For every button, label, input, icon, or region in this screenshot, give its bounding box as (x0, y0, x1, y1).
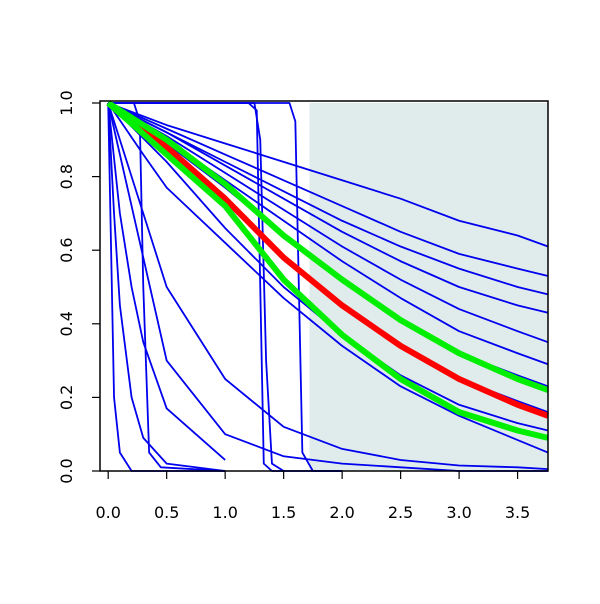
x-tick-label: 1.0 (212, 503, 237, 522)
curve (106, 100, 549, 441)
shaded-region (309, 103, 548, 471)
x-tick-label: 3.0 (446, 503, 471, 522)
x-tick-label: 0.5 (154, 503, 179, 522)
y-tick-label: 0.4 (57, 311, 76, 336)
x-tick-label: 1.5 (271, 503, 296, 522)
x-tick-label: 2.0 (329, 503, 354, 522)
curve (107, 102, 226, 472)
y-tick-label: 1.0 (57, 90, 76, 115)
plot-box (99, 100, 549, 472)
curve (107, 102, 549, 248)
curve (107, 102, 549, 454)
curve (107, 102, 549, 277)
curve (107, 102, 549, 296)
curve (106, 100, 550, 419)
y-tick-label: 0.8 (57, 164, 76, 189)
x-tick-label: 2.5 (388, 503, 413, 522)
curve (107, 102, 226, 461)
y-tick-label: 0.2 (57, 385, 76, 410)
curve (106, 100, 550, 393)
y-tick-label: 0.0 (57, 458, 76, 483)
curve (107, 102, 549, 344)
y-tick-label: 0.6 (57, 237, 76, 262)
x-tick-label: 3.5 (505, 503, 530, 522)
curve (107, 102, 549, 471)
x-tick-label: 0.0 (95, 503, 120, 522)
curve (107, 102, 549, 314)
